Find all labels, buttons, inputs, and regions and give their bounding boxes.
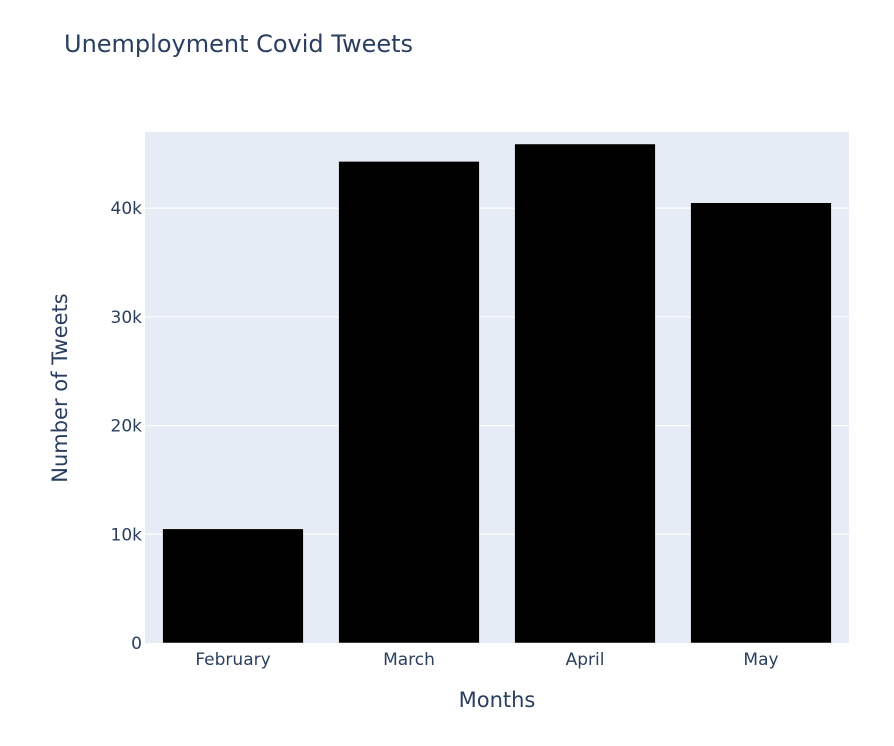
chart-title: Unemployment Covid Tweets (64, 30, 413, 58)
y-tick-label: 40k (111, 199, 143, 219)
y-axis-title: Number of Tweets (48, 293, 72, 483)
x-axis-ticks: February March April May (195, 650, 778, 670)
y-tick-label: 10k (111, 525, 143, 545)
x-tick-label: February (195, 650, 270, 670)
y-axis-ticks: 0 10k 20k 30k 40k (111, 199, 143, 654)
bar-february[interactable] (162, 528, 304, 644)
x-tick-label: April (566, 650, 605, 670)
x-tick-label: March (383, 650, 435, 670)
bar-april[interactable] (514, 143, 656, 644)
bar-may[interactable] (690, 202, 832, 644)
y-tick-label: 20k (111, 417, 143, 437)
y-tick-label: 30k (111, 308, 143, 328)
x-axis-title: Months (459, 688, 536, 712)
bar-march[interactable] (338, 161, 480, 644)
bars (162, 143, 832, 644)
x-tick-label: May (743, 650, 778, 670)
y-tick-label: 0 (131, 634, 142, 654)
